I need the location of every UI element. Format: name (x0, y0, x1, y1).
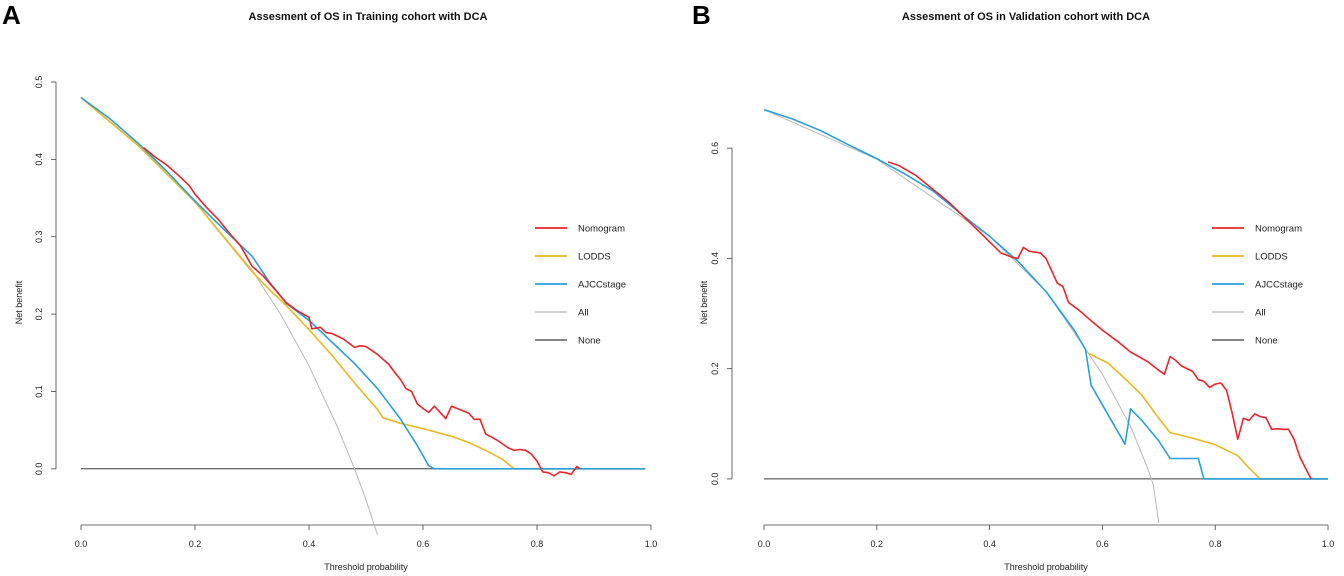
y-tick-label: 0.5 (34, 76, 44, 89)
legend-label-ajccstage: AJCCstage (1255, 280, 1303, 291)
y-tick-label: 0.2 (34, 308, 44, 321)
y-tick-label: 0.4 (710, 252, 720, 265)
legend-label-ajccstage: AJCCstage (578, 280, 626, 291)
series-line-lodds (80, 96, 646, 470)
x-tick-label: 0.0 (758, 539, 771, 549)
x-tick-label: 0.2 (871, 539, 884, 549)
y-tick-label: 0.6 (710, 142, 720, 155)
series-line-all (763, 109, 1160, 524)
chart-b: 0.0 0.2 0.4 0.6 0.8 1.0 0.0 0.2 0.4 0.6 Threshold … (699, 108, 1335, 572)
legend-label-nomogram: Nomogram (1255, 224, 1302, 235)
y-tick-label: 0.0 (710, 473, 720, 486)
x-tick-label: 0.6 (417, 539, 430, 549)
legend-label-all: All (578, 308, 589, 319)
series-line-nomogram (887, 161, 1312, 480)
legend-label-none: None (1255, 336, 1278, 347)
x-tick-label: 0.6 (1096, 539, 1109, 549)
x-tick-label: 0.4 (303, 539, 316, 549)
y-tick-label: 0.0 (34, 463, 44, 476)
legend-label-nomogram: Nomogram (578, 224, 625, 235)
x-tick-label: 0.8 (1209, 539, 1222, 549)
chart-a: 0.0 0.2 0.4 0.6 0.8 1.0 0.0 0.1 0.2 0.3 0.4 0.5 Thre… (14, 76, 658, 572)
y-tick-label: 0.4 (34, 153, 44, 166)
series-line-lodds (1087, 352, 1328, 480)
legend-label-none: None (578, 336, 601, 347)
series-line-nomogram (143, 147, 581, 477)
y-axis-title: Net benefit (14, 280, 24, 324)
x-axis-title: Threshold probability (324, 562, 408, 572)
panel-b-validation: B Assesment of OS in Validation cohort w… (672, 0, 1344, 576)
chart-title: Assesment of OS in Training cohort with … (248, 11, 488, 23)
x-tick-label: 0.8 (531, 539, 544, 549)
x-tick-label: 0.4 (983, 539, 996, 549)
x-tick-label: 1.0 (1322, 539, 1335, 549)
legend-label-all: All (1255, 308, 1266, 319)
y-tick-label: 0.2 (710, 362, 720, 375)
panel-letter: A (2, 0, 21, 30)
y-tick-label: 0.3 (34, 230, 44, 243)
chart-title: Assesment of OS in Validation cohort wit… (901, 11, 1151, 23)
x-tick-label: 0.2 (189, 539, 202, 549)
panel-a-training: A Assesment of OS in Training cohort wit… (2, 0, 658, 572)
y-axis-title: Net benefit (699, 280, 709, 324)
x-tick-label: 1.0 (645, 539, 658, 549)
legend-label-lodds: LODDS (1255, 252, 1288, 263)
legend-label-lodds: LODDS (578, 252, 611, 263)
series-line-ajccstage (763, 108, 1328, 480)
panel-letter: B (692, 0, 711, 30)
x-axis-title: Threshold probability (1004, 562, 1088, 572)
x-tick-label: 0.0 (75, 539, 88, 549)
y-tick-label: 0.1 (34, 385, 44, 398)
